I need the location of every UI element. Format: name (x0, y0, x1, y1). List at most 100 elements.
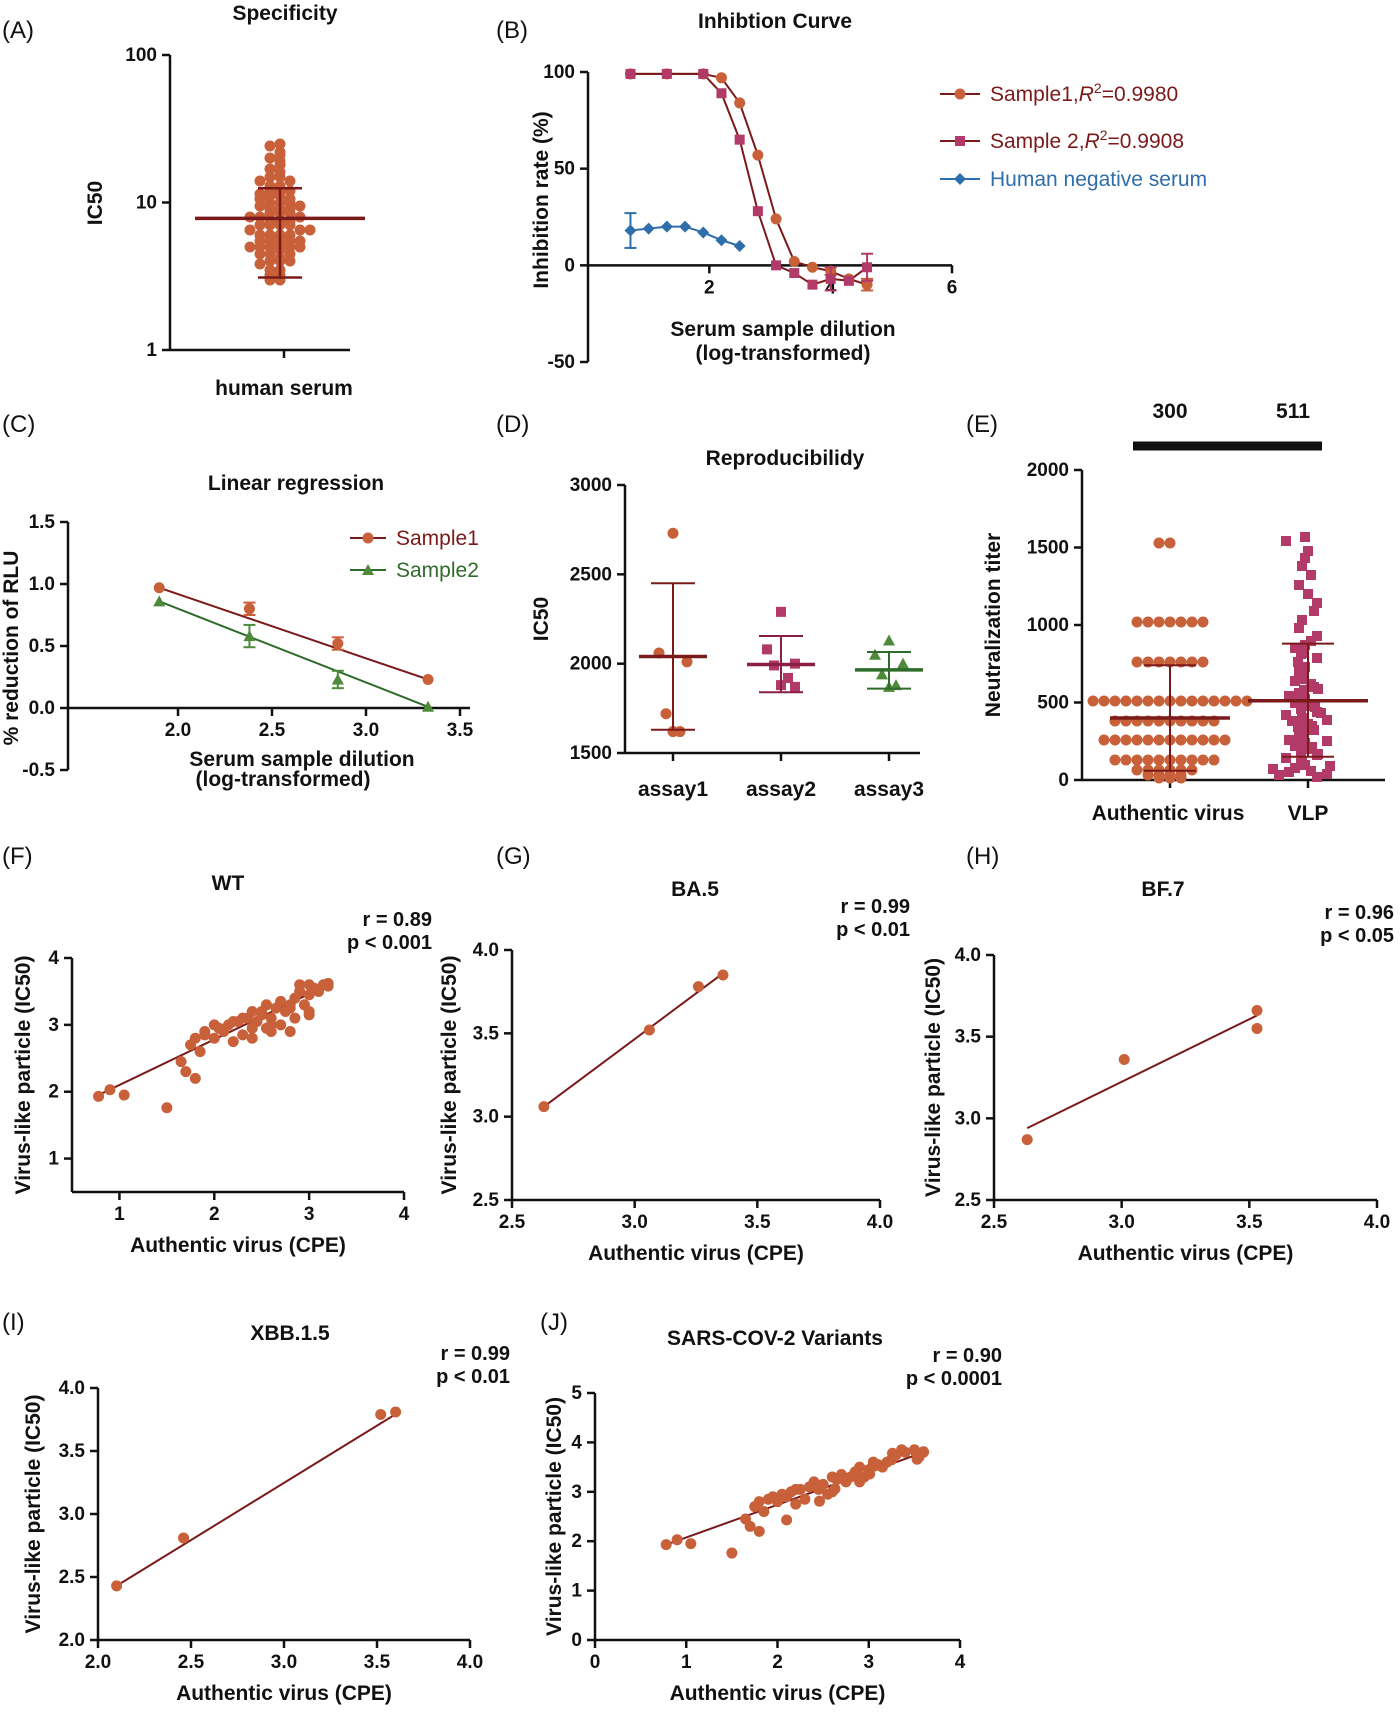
data-point (264, 207, 276, 219)
legend-name: Sample 2, (990, 130, 1085, 153)
data-point (1294, 732, 1304, 742)
y-axis-label: Virus-like particle (IC50) (22, 1395, 45, 1634)
data-point (153, 595, 166, 607)
x-axis-label: Serum sample dilution (189, 748, 414, 771)
data-point (1294, 688, 1304, 698)
data-point (1316, 708, 1326, 718)
panel-label: (J) (540, 1309, 568, 1336)
data-point (1109, 734, 1121, 746)
data-point (876, 668, 888, 680)
y-tick-label: 0 (571, 1630, 582, 1651)
data-point (1197, 695, 1209, 707)
x-tick-label: 2.5 (259, 720, 286, 741)
data-point (781, 1514, 793, 1526)
data-point (854, 1461, 866, 1473)
y-tick-label: 5 (571, 1383, 582, 1404)
data-point (1164, 772, 1176, 784)
y-tick-label: 1.0 (29, 574, 55, 595)
fit-line (158, 586, 429, 681)
y-tick-label: 1 (146, 340, 157, 361)
data-point (1153, 537, 1165, 549)
data-point (890, 679, 902, 691)
y-tick-label: -0.5 (22, 760, 55, 781)
data-point (254, 200, 266, 212)
data-point (1131, 754, 1143, 766)
data-point (254, 175, 266, 187)
panel-label: (I) (2, 1309, 25, 1336)
data-point (697, 226, 710, 239)
data-point (1251, 1023, 1263, 1034)
data-point (1131, 656, 1143, 668)
panel-label: (H) (966, 843, 999, 870)
data-point (1098, 734, 1110, 746)
data-point (716, 88, 727, 99)
data-point (771, 260, 782, 271)
data-point (118, 1089, 130, 1101)
x-tick-label: 1 (681, 1652, 692, 1673)
legend-label: Sample2 (396, 559, 479, 582)
data-point (274, 138, 286, 150)
data-point (1300, 640, 1310, 650)
y-axis-label: IC50 (84, 181, 107, 225)
data-point (1313, 749, 1323, 759)
panel-label: (B) (496, 17, 528, 44)
x-tick-label: 3.0 (1108, 1212, 1134, 1233)
data-point (254, 219, 266, 231)
data-point (294, 241, 306, 253)
x-tick-label: 4.0 (867, 1212, 893, 1233)
panel-title: SARS-COV-2 Variants (667, 1327, 883, 1350)
y-tick-label: 1500 (1027, 538, 1069, 559)
data-point (227, 1036, 239, 1048)
data-point (1164, 616, 1176, 628)
data-point (783, 672, 793, 683)
data-point (237, 1012, 249, 1024)
data-point (284, 207, 296, 219)
data-point (864, 1468, 876, 1480)
data-point (161, 1102, 173, 1114)
data-point (1197, 754, 1209, 766)
data-point (175, 1056, 187, 1068)
data-point (1293, 657, 1303, 667)
data-point (1208, 754, 1220, 766)
data-point (294, 979, 306, 991)
data-point (264, 171, 276, 183)
data-point (1131, 616, 1143, 628)
fit-line (1026, 1014, 1258, 1130)
data-point (237, 1029, 249, 1041)
data-point (790, 1483, 802, 1495)
x-tick-label: 2.5 (981, 1212, 1008, 1233)
data-point (1120, 754, 1132, 766)
data-point (1208, 734, 1220, 746)
legend-name: Human negative serum (990, 168, 1207, 191)
data-point (1300, 553, 1310, 563)
y-axis-label: % reduction of RLU (0, 551, 23, 746)
y-tick-label: 0 (1058, 770, 1069, 791)
panel-label: (E) (966, 411, 998, 438)
x-category-label: assay2 (746, 778, 816, 801)
y-tick-label: 2000 (1027, 460, 1069, 481)
fit-line (158, 600, 429, 708)
data-point (843, 275, 854, 286)
y-tick-label: 0.5 (29, 636, 56, 657)
data-point (1307, 721, 1317, 731)
data-point (93, 1090, 105, 1102)
data-point (807, 279, 818, 290)
y-tick-label: 1 (48, 1149, 59, 1170)
data-point (1142, 769, 1154, 781)
data-point (1325, 761, 1335, 771)
data-point (752, 206, 763, 217)
y-tick-label: 2.5 (59, 1567, 86, 1588)
y-tick-label: 3.5 (955, 1027, 982, 1048)
data-point (1153, 772, 1165, 784)
data-point (1021, 1134, 1033, 1146)
y-tick-label: 2500 (570, 564, 612, 585)
annotation-value: 511 (1276, 400, 1310, 423)
legend-marker (955, 136, 965, 146)
data-point (1241, 695, 1253, 707)
data-point (1306, 570, 1316, 580)
data-point (294, 224, 306, 236)
y-tick-label: 3.5 (59, 1441, 86, 1462)
panel-label: (A) (2, 17, 34, 44)
data-point (1296, 704, 1306, 714)
